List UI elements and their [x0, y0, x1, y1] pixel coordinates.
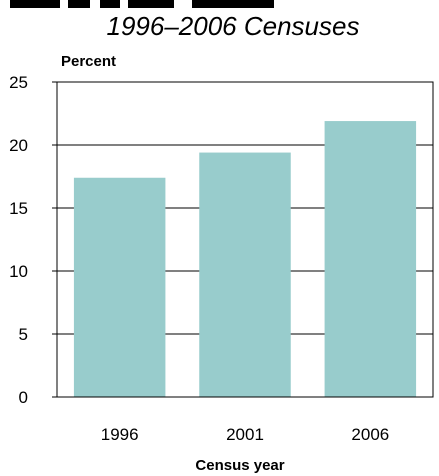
x-axis-ticks: 1996 2001 2006 [101, 425, 389, 444]
cropped-title-fragment [10, 0, 274, 8]
y-axis-ticks: 0 5 10 15 20 25 [9, 73, 57, 407]
y-tick-label: 10 [9, 262, 28, 281]
y-axis-title: Percent [61, 53, 116, 70]
x-axis-title: Census year [195, 457, 284, 474]
plot-frame [56, 81, 434, 398]
bar-2006 [324, 121, 417, 397]
bars [73, 121, 417, 397]
x-tick-label: 2006 [351, 425, 389, 444]
y-tick-label: 15 [9, 199, 28, 218]
x-tick-label: 2001 [226, 425, 264, 444]
plot-border [56, 81, 434, 398]
bar-2001 [199, 152, 291, 397]
y-tick-label: 20 [9, 136, 28, 155]
y-tick-label: 25 [9, 73, 28, 92]
chart-subtitle: 1996–2006 Censuses [107, 11, 360, 41]
y-tick-label: 0 [19, 388, 28, 407]
y-tick-label: 5 [19, 325, 28, 344]
x-tick-label: 1996 [101, 425, 139, 444]
bar-1996 [73, 177, 166, 397]
